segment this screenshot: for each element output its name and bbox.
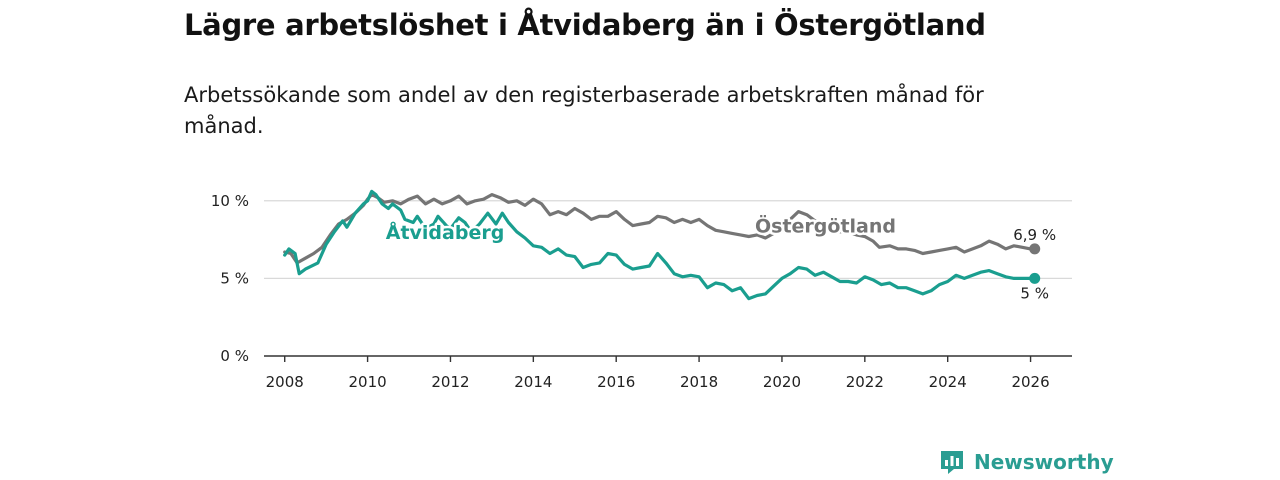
series-endpoint-ostergotland — [1029, 243, 1041, 255]
x-axis: 2008 2010 2012 2014 2016 2018 2020 2022 2024 2026 — [264, 355, 1072, 391]
x-tick-label: 2016 — [597, 373, 635, 391]
series-line-atvidaberg — [283, 189, 1037, 301]
x-tick-label: 2010 — [348, 373, 386, 391]
labels-layer: 6,9 % Östergötland 5 % Åtvidaberg — [383, 211, 1056, 302]
x-tick-label: 2018 — [680, 373, 718, 391]
y-tick-label: 5 % — [220, 269, 249, 287]
x-tick-label: 2020 — [763, 373, 801, 391]
x-tick-label: 2012 — [431, 373, 469, 391]
newsworthy-logo: Newsworthy — [938, 448, 1114, 476]
y-axis-ticks: 0 % 5 % 10 % — [211, 192, 249, 365]
series-line-ostergotland — [283, 193, 1037, 265]
end-value-label-ostergotland: 6,9 % — [1013, 226, 1056, 244]
series-endpoint-atvidaberg — [1029, 272, 1041, 284]
end-value-label-atvidaberg: 5 % — [1020, 284, 1049, 302]
y-tick-label: 0 % — [220, 347, 249, 365]
brand-name: Newsworthy — [974, 450, 1114, 474]
chart-subtitle: Arbetssökande som andel av den registerb… — [184, 83, 984, 138]
x-tick-label: 2014 — [514, 373, 552, 391]
x-tick-label: 2026 — [1011, 373, 1049, 391]
x-tick-label: 2024 — [929, 373, 967, 391]
gridlines — [264, 200, 1072, 279]
bar-chart-icon — [941, 451, 963, 474]
x-tick-label: 2008 — [266, 373, 304, 391]
series-name-label-ostergotland: Östergötland — [755, 214, 896, 238]
x-tick-label: 2022 — [846, 373, 884, 391]
y-tick-label: 10 % — [211, 192, 249, 210]
series-layer — [283, 189, 1041, 301]
series-name-label-atvidaberg: Åtvidaberg — [386, 220, 505, 244]
chart-title: Lägre arbetslöshet i Åtvidaberg än i Öst… — [184, 8, 986, 42]
